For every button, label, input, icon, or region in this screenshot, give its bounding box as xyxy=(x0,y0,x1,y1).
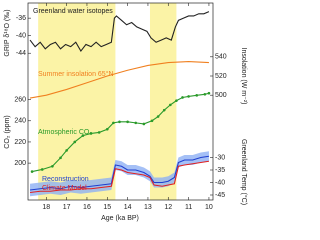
y-tick-label: -44 xyxy=(16,50,26,57)
data-point xyxy=(169,103,172,107)
chart: Age (ka BP) 18 17 16 15 14 13 12 11 10 -44 -40 -36 G… xyxy=(4,2,248,222)
data-point xyxy=(105,127,109,131)
data-point xyxy=(89,132,93,135)
shaded-interval xyxy=(149,3,177,200)
series-line xyxy=(29,155,210,191)
y-tick-label: 540 xyxy=(215,54,227,61)
y-tick-label: 200 xyxy=(14,160,26,167)
y-tick-label: -45 xyxy=(215,192,225,199)
data-point xyxy=(51,164,54,168)
series-line xyxy=(29,61,209,99)
data-point xyxy=(81,134,85,137)
data-point xyxy=(118,120,121,124)
data-point xyxy=(207,91,211,95)
x-tick-label: 12 xyxy=(164,204,172,211)
y-axis-title: Greenland Temp (°C) xyxy=(240,139,248,205)
series-line xyxy=(29,160,210,194)
series-line xyxy=(29,11,210,53)
y-tick-label: -35 xyxy=(215,167,225,174)
y-tick-label: -30 xyxy=(215,154,225,161)
x-tick-label: 10 xyxy=(205,204,213,211)
data-point xyxy=(30,170,34,173)
y-tick-label: 520 xyxy=(215,73,227,80)
x-axis-title: Age (ka BP) xyxy=(101,215,139,222)
y-tick-label: -40 xyxy=(16,33,26,40)
data-point xyxy=(40,168,44,171)
data-point xyxy=(59,156,62,160)
x-tick-label: 15 xyxy=(103,204,111,211)
y-tick-label: 500 xyxy=(215,92,227,99)
data-point xyxy=(142,122,146,126)
y-tick-label: 220 xyxy=(14,139,26,146)
shaded-interval xyxy=(38,3,116,200)
uncertainty-band xyxy=(30,151,209,197)
data-point xyxy=(134,121,138,125)
data-point xyxy=(175,99,178,102)
data-point xyxy=(181,96,184,99)
data-point xyxy=(203,92,207,96)
data-point xyxy=(150,119,154,123)
data-point xyxy=(97,131,101,134)
series-label: Greenland water isotopes xyxy=(33,8,113,15)
y-axis-title: CO₂ (ppm) xyxy=(4,115,11,148)
data-point xyxy=(187,95,190,98)
series-label: Summer insolation 65°N xyxy=(38,70,114,78)
data-point xyxy=(126,120,129,124)
data-point xyxy=(195,94,199,97)
data-point xyxy=(162,108,166,112)
y-tick-label: 240 xyxy=(14,118,26,125)
y-tick-label: 260 xyxy=(14,96,26,103)
data-point xyxy=(73,140,77,144)
series-label: Atmospheric CO₂ xyxy=(38,129,92,136)
x-tick-label: 11 xyxy=(185,204,192,211)
x-tick-label: 13 xyxy=(144,204,152,211)
x-tick-label: 17 xyxy=(63,204,71,211)
x-tick-label: 16 xyxy=(83,204,91,211)
data-point xyxy=(112,121,115,125)
x-tick-label: 14 xyxy=(124,204,132,211)
y-axis-title: GRIP δ¹⁸O (‰) xyxy=(4,9,11,56)
data-point xyxy=(156,115,160,118)
y-axis-title: Insolation (W m⁻²) xyxy=(240,48,247,105)
x-tick-label: 18 xyxy=(42,204,50,211)
plot-frame xyxy=(27,2,214,201)
data-point xyxy=(65,149,68,152)
series-label: Climate Model xyxy=(42,185,87,192)
y-tick-label: -40 xyxy=(215,179,225,186)
series-label: Reconstruction xyxy=(42,176,89,183)
y-tick-label: -36 xyxy=(16,15,26,22)
